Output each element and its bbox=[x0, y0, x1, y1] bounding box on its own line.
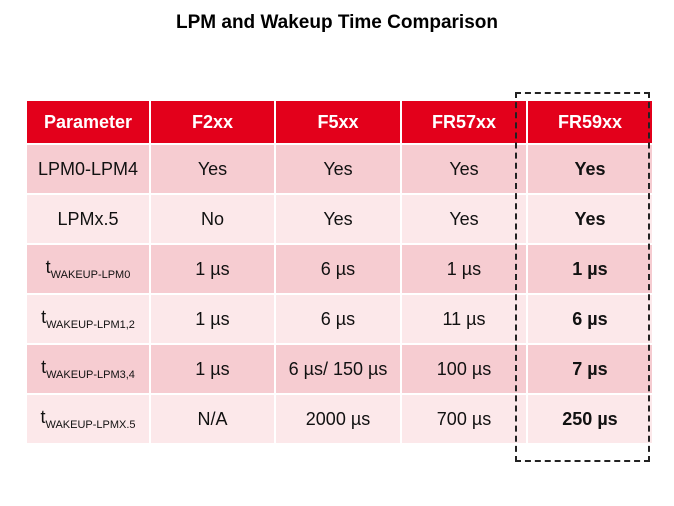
parameter-text: t bbox=[41, 357, 47, 377]
value-cell: Yes bbox=[274, 143, 402, 195]
value-cell: 6 µs bbox=[274, 243, 402, 295]
header-cell: Parameter bbox=[25, 99, 151, 145]
header-cell: F5xx bbox=[274, 99, 402, 145]
parameter-subscript: WAKEUP-LPMX.5 bbox=[45, 419, 136, 431]
parameter-text: LPM0-LPM4 bbox=[37, 158, 139, 179]
value-cell: Yes bbox=[400, 193, 528, 245]
value-cell: 700 µs bbox=[400, 393, 528, 445]
value-cell: 1 µs bbox=[149, 293, 276, 345]
value-cell: 6 µs/ 150 µs bbox=[274, 343, 402, 395]
value-cell: Yes bbox=[526, 193, 654, 245]
value-cell: 250 µs bbox=[526, 393, 654, 445]
value-cell: 1 µs bbox=[526, 243, 654, 295]
parameter-cell: tWAKEUP-LPMX.5 bbox=[25, 393, 151, 445]
value-cell: 1 µs bbox=[400, 243, 528, 295]
value-cell: Yes bbox=[149, 143, 276, 195]
value-cell: 7 µs bbox=[526, 343, 654, 395]
table-row: tWAKEUP-LPM3,4 1 µs 6 µs/ 150 µs 100 µs 7 µs bbox=[25, 343, 654, 395]
parameter-cell: tWAKEUP-LPM1,2 bbox=[25, 293, 151, 345]
parameter-cell: LPMx.5 bbox=[25, 193, 151, 245]
value-cell: 11 µs bbox=[400, 293, 528, 345]
value-cell: 1 µs bbox=[149, 243, 276, 295]
value-cell: Yes bbox=[526, 143, 654, 195]
table-row: LPM0-LPM4 Yes Yes Yes Yes bbox=[25, 143, 654, 195]
value-cell: 1 µs bbox=[149, 343, 276, 395]
value-cell: Yes bbox=[400, 143, 528, 195]
parameter-text: t bbox=[40, 407, 46, 427]
table-row: tWAKEUP-LPMX.5 N/A 2000 µs 700 µs 250 µs bbox=[25, 393, 654, 445]
header-row: Parameter F2xx F5xx FR57xx FR59xx bbox=[25, 99, 654, 145]
value-cell: Yes bbox=[274, 193, 402, 245]
parameter-subscript: WAKEUP-LPM3,4 bbox=[46, 369, 135, 381]
parameter-subscript: WAKEUP-LPM1,2 bbox=[46, 319, 135, 331]
table-row: tWAKEUP-LPM0 1 µs 6 µs 1 µs 1 µs bbox=[25, 243, 654, 295]
value-cell: 100 µs bbox=[400, 343, 528, 395]
table-row: LPMx.5 No Yes Yes Yes bbox=[25, 193, 654, 245]
value-cell: N/A bbox=[149, 393, 276, 445]
parameter-text: t bbox=[41, 307, 47, 327]
parameter-subscript: WAKEUP-LPM0 bbox=[50, 269, 131, 281]
parameter-cell: tWAKEUP-LPM3,4 bbox=[25, 343, 151, 395]
parameter-text: LPMx.5 bbox=[57, 208, 119, 229]
header-cell: F2xx bbox=[149, 99, 276, 145]
table-row: tWAKEUP-LPM1,2 1 µs 6 µs 11 µs 6 µs bbox=[25, 293, 654, 345]
parameter-cell: LPM0-LPM4 bbox=[25, 143, 151, 195]
header-cell: FR59xx bbox=[526, 99, 654, 145]
parameter-text: t bbox=[45, 257, 51, 277]
header-cell: FR57xx bbox=[400, 99, 528, 145]
value-cell: 6 µs bbox=[526, 293, 654, 345]
parameter-cell: tWAKEUP-LPM0 bbox=[25, 243, 151, 295]
value-cell: 2000 µs bbox=[274, 393, 402, 445]
comparison-table: Parameter F2xx F5xx FR57xx FR59xx LPM0-LPM4 Ye… bbox=[25, 99, 654, 445]
value-cell: 6 µs bbox=[274, 293, 402, 345]
value-cell: No bbox=[149, 193, 276, 245]
slide-title: LPM and Wakeup Time Comparison bbox=[176, 12, 498, 33]
